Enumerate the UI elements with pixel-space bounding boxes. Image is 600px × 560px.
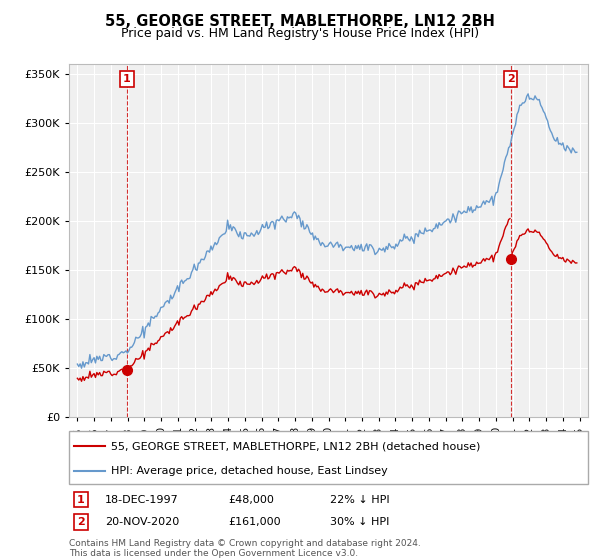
- Text: £161,000: £161,000: [228, 517, 281, 527]
- Text: Contains HM Land Registry data © Crown copyright and database right 2024.
This d: Contains HM Land Registry data © Crown c…: [69, 539, 421, 558]
- Text: 1: 1: [77, 494, 85, 505]
- Text: Price paid vs. HM Land Registry's House Price Index (HPI): Price paid vs. HM Land Registry's House …: [121, 27, 479, 40]
- Text: HPI: Average price, detached house, East Lindsey: HPI: Average price, detached house, East…: [110, 466, 387, 476]
- Text: 55, GEORGE STREET, MABLETHORPE, LN12 2BH (detached house): 55, GEORGE STREET, MABLETHORPE, LN12 2BH…: [110, 441, 480, 451]
- Text: 1: 1: [123, 74, 131, 84]
- Text: 22% ↓ HPI: 22% ↓ HPI: [330, 494, 389, 505]
- Text: 55, GEORGE STREET, MABLETHORPE, LN12 2BH: 55, GEORGE STREET, MABLETHORPE, LN12 2BH: [105, 14, 495, 29]
- Text: 18-DEC-1997: 18-DEC-1997: [105, 494, 179, 505]
- FancyBboxPatch shape: [69, 431, 588, 484]
- Text: 2: 2: [507, 74, 515, 84]
- Text: £48,000: £48,000: [228, 494, 274, 505]
- Text: 2: 2: [77, 517, 85, 527]
- Text: 30% ↓ HPI: 30% ↓ HPI: [330, 517, 389, 527]
- Text: 20-NOV-2020: 20-NOV-2020: [105, 517, 179, 527]
